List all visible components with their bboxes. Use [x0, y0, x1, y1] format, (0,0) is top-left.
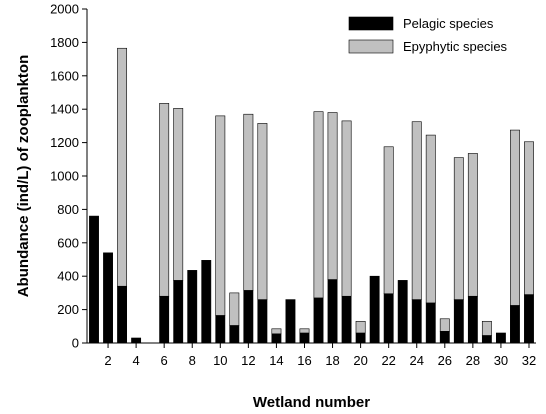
bar-epyphytic-29	[481, 320, 492, 336]
y-tick-label: 800	[57, 202, 79, 217]
bar-pelagic-22	[383, 293, 394, 344]
x-tick-label: 22	[381, 353, 395, 368]
bar-epyphytic-26	[439, 318, 450, 332]
y-tick-label: 600	[57, 235, 79, 250]
y-tick-label: 1000	[50, 169, 79, 184]
legend-swatch-0	[348, 16, 394, 31]
bar-pelagic-32	[524, 294, 534, 344]
bar-pelagic-31	[510, 305, 520, 344]
bar-epyphytic-12	[243, 113, 254, 291]
bar-pelagic-13	[257, 299, 268, 344]
x-tick-label: 26	[438, 353, 452, 368]
legend: Pelagic species Epyphytic species	[348, 16, 508, 54]
bar-epyphytic-18	[327, 112, 338, 280]
bar-epyphytic-27	[453, 157, 464, 300]
bar-epyphytic-16	[299, 328, 310, 334]
bar-pelagic-25	[425, 302, 436, 344]
bar-pelagic-7	[173, 280, 184, 344]
bar-pelagic-23	[397, 280, 408, 344]
x-tick-label: 12	[241, 353, 255, 368]
bar-pelagic-21	[369, 275, 380, 344]
x-tick-label: 28	[466, 353, 480, 368]
bar-epyphytic-11	[229, 292, 240, 326]
y-tick-label: 1200	[50, 135, 79, 150]
y-tick-label: 200	[57, 302, 79, 317]
bar-pelagic-24	[411, 299, 422, 344]
bar-pelagic-29	[481, 335, 492, 344]
bar-epyphytic-6	[159, 103, 170, 297]
bar-epyphytic-7	[173, 108, 184, 281]
x-tick-label: 32	[522, 353, 536, 368]
bar-pelagic-4	[131, 337, 142, 344]
bar-epyphytic-3	[117, 47, 128, 287]
bar-epyphytic-24	[411, 121, 422, 300]
bar-epyphytic-17	[313, 111, 324, 299]
bar-epyphytic-22	[383, 146, 394, 295]
y-tick-label: 1400	[50, 102, 79, 117]
bar-pelagic-28	[467, 295, 478, 344]
bar-pelagic-17	[313, 297, 324, 344]
x-tick-label: 24	[410, 353, 424, 368]
bar-epyphytic-20	[355, 320, 366, 334]
bar-pelagic-3	[117, 285, 128, 344]
bar-epyphytic-31	[510, 129, 520, 306]
bar-pelagic-20	[355, 332, 366, 344]
y-axis-title: Abundance (ind/L) of zooplankton	[15, 55, 32, 297]
x-tick-label: 16	[297, 353, 311, 368]
bars-layer	[89, 47, 534, 344]
x-tick-label: 30	[494, 353, 508, 368]
bar-pelagic-15	[285, 299, 296, 344]
bar-pelagic-12	[243, 290, 254, 344]
y-tick-label: 1800	[50, 35, 79, 50]
bar-pelagic-16	[299, 332, 310, 344]
bar-pelagic-19	[341, 295, 352, 344]
bar-pelagic-26	[439, 331, 450, 344]
bar-pelagic-27	[453, 299, 464, 344]
bar-pelagic-1	[89, 215, 99, 344]
x-tick-label: 4	[132, 353, 139, 368]
x-tick-label: 2	[104, 353, 111, 368]
bar-pelagic-10	[215, 315, 226, 344]
legend-swatch-1	[348, 39, 394, 54]
legend-label-1: Epyphytic species	[403, 39, 508, 54]
x-tick-label: 14	[269, 353, 283, 368]
bar-pelagic-6	[159, 295, 170, 344]
bar-epyphytic-32	[524, 141, 534, 295]
bar-epyphytic-14	[271, 328, 282, 335]
y-tick-label: 2000	[50, 2, 79, 17]
bar-epyphytic-10	[215, 115, 226, 316]
bar-epyphytic-13	[257, 123, 268, 300]
bar-pelagic-8	[187, 270, 198, 344]
bar-pelagic-18	[327, 279, 338, 344]
x-tick-label: 6	[161, 353, 168, 368]
y-tick-label: 400	[57, 269, 79, 284]
bar-epyphytic-28	[467, 153, 478, 297]
bar-epyphytic-25	[425, 134, 436, 304]
bar-pelagic-9	[201, 260, 212, 344]
x-tick-label: 18	[325, 353, 339, 368]
bar-pelagic-30	[495, 332, 506, 344]
x-tick-label: 10	[213, 353, 227, 368]
y-tick-label: 1600	[50, 68, 79, 83]
bar-pelagic-14	[271, 333, 282, 344]
bar-epyphytic-19	[341, 120, 352, 297]
x-tick-label: 8	[189, 353, 196, 368]
x-tick-label: 20	[353, 353, 367, 368]
bar-pelagic-11	[229, 325, 240, 344]
bar-pelagic-2	[103, 252, 113, 344]
legend-label-0: Pelagic species	[403, 16, 494, 31]
x-axis-title: Wetland number	[253, 394, 370, 411]
y-tick-label: 0	[72, 336, 79, 351]
